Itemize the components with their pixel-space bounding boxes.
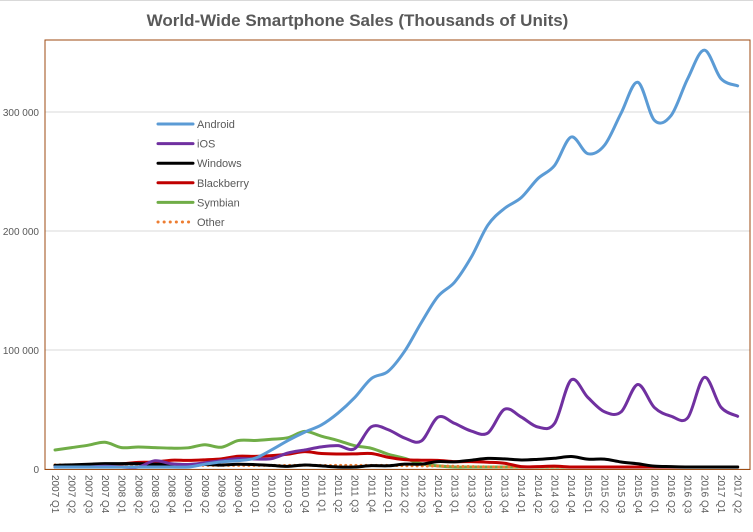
legend-label-other: Other — [197, 217, 225, 229]
legend-label-ios: iOS — [197, 139, 215, 151]
x-tick-label: 2016 Q2 — [665, 475, 676, 514]
x-tick-label: 2014 Q2 — [532, 475, 543, 514]
x-tick-label: 2010 Q4 — [299, 475, 310, 514]
x-tick-label: 2011 Q4 — [365, 475, 376, 513]
x-tick-label: 2012 Q3 — [415, 475, 426, 514]
x-tick-label: 2008 Q4 — [166, 475, 177, 514]
x-tick-label: 2007 Q3 — [82, 475, 93, 514]
x-tick-label: 2013 Q2 — [465, 475, 476, 514]
x-tick-label: 2011 Q1 — [315, 475, 326, 513]
x-tick-label: 2014 Q4 — [565, 475, 576, 514]
legend-label-android: Android — [197, 119, 235, 131]
legend-label-windows: Windows — [197, 158, 242, 170]
x-tick-label: 2008 Q1 — [116, 475, 127, 514]
x-tick-label: 2008 Q2 — [132, 475, 143, 514]
series-line-blackberry — [53, 450, 740, 469]
x-tick-label: 2008 Q3 — [149, 475, 160, 514]
x-tick-label: 2009 Q2 — [199, 475, 210, 514]
x-tick-label: 2015 Q4 — [632, 475, 643, 514]
y-tick-label: 0 — [33, 465, 39, 476]
x-tick-label: 2015 Q1 — [582, 475, 593, 514]
x-tick-label: 2017 Q1 — [715, 475, 726, 514]
y-tick-label: 300 000 — [3, 108, 40, 119]
y-axis-ticks: 0 100 000 200 000 300 000 — [3, 108, 40, 476]
x-tick-label: 2012 Q2 — [399, 475, 410, 514]
series-line-ios — [53, 375, 740, 469]
x-tick-label: 2016 Q1 — [648, 475, 659, 514]
x-tick-label: 2009 Q3 — [216, 475, 227, 514]
legend-label-blackberry: Blackberry — [197, 178, 249, 190]
x-tick-label: 2011 Q3 — [349, 475, 360, 513]
y-tick-label: 100 000 — [3, 346, 40, 357]
chart-title: World-Wide Smartphone Sales (Thousands o… — [146, 11, 569, 30]
x-tick-label: 2016 Q3 — [682, 475, 693, 514]
x-tick-label: 2011 Q2 — [332, 475, 343, 513]
x-tick-label: 2017 Q2 — [732, 475, 743, 514]
x-tick-label: 2010 Q2 — [265, 475, 276, 514]
x-tick-label: 2013 Q3 — [482, 475, 493, 514]
y-tick-label: 200 000 — [3, 227, 40, 238]
series-lines — [53, 48, 740, 469]
x-tick-label: 2014 Q3 — [549, 475, 560, 514]
x-tick-label: 2007 Q1 — [49, 475, 60, 514]
x-tick-label: 2010 Q3 — [282, 475, 293, 514]
x-axis-ticks: 2007 Q1 2007 Q2 2007 Q3 2007 Q4 2008 Q1 2008 … — [49, 475, 743, 514]
x-tick-label: 2014 Q1 — [515, 475, 526, 514]
x-tick-label: 2012 Q1 — [382, 475, 393, 514]
gridlines — [45, 111, 750, 470]
x-tick-label: 2016 Q4 — [698, 475, 709, 514]
x-tick-label: 2009 Q4 — [232, 475, 243, 514]
legend: Android iOS Windows Blackberry Symbian Other — [156, 119, 249, 229]
x-tick-label: 2013 Q1 — [449, 475, 460, 514]
plot-area-border — [44, 39, 751, 470]
legend-label-symbian: Symbian — [197, 197, 240, 209]
x-tick-label: 2007 Q4 — [99, 475, 110, 514]
x-tick-label: 2009 Q1 — [182, 475, 193, 514]
x-tick-label: 2007 Q2 — [66, 475, 77, 514]
x-tick-label: 2012 Q4 — [432, 475, 443, 514]
x-tick-label: 2015 Q2 — [598, 475, 609, 514]
x-tick-label: 2010 Q1 — [249, 475, 260, 514]
x-tick-label: 2015 Q3 — [615, 475, 626, 514]
series-line-android — [53, 48, 740, 469]
x-tick-label: 2013 Q4 — [499, 475, 510, 514]
